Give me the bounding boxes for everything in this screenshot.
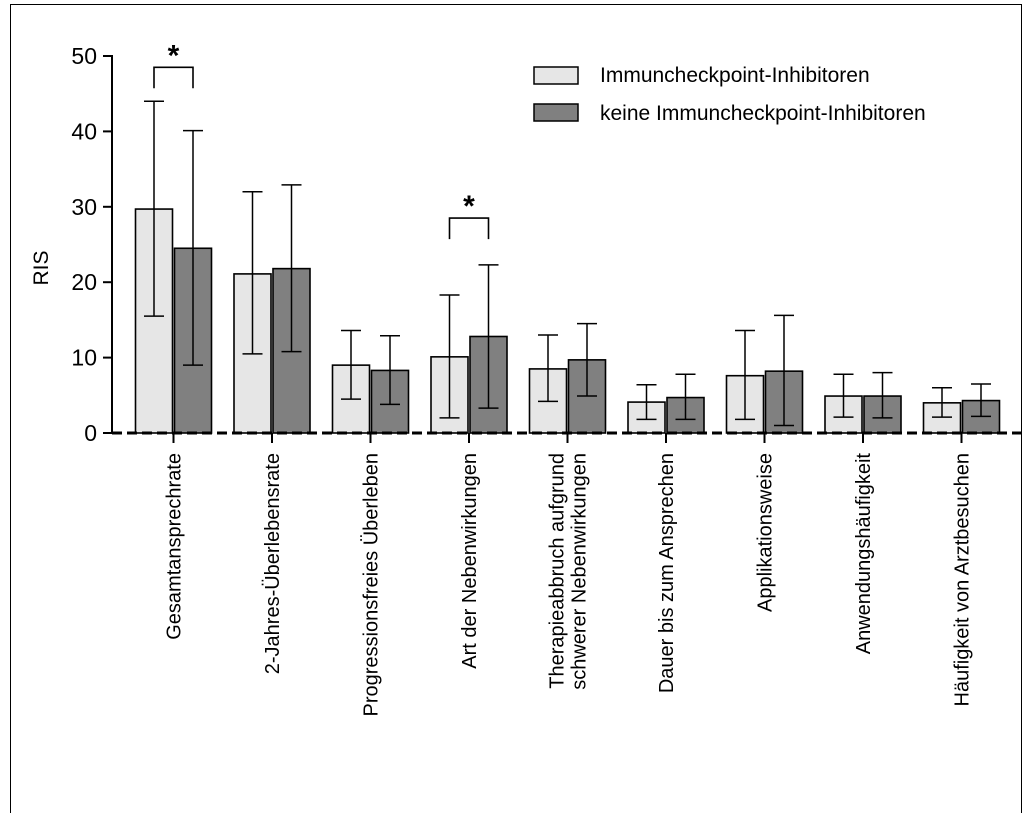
y-tick-label-2: 20	[71, 269, 97, 295]
x-tick-label-8-line-0: Häufigkeit von Arztbesuchen	[952, 453, 974, 707]
x-tick-label-4-line-1: schwerer Nebenwirkungen	[569, 453, 591, 690]
significance-marker-0: *	[168, 39, 180, 72]
x-tick-label-3: Art der Nebenwirkungen	[459, 453, 481, 669]
x-tick-label-6-line-0: Applikationsweise	[755, 453, 777, 612]
legend-swatch-keine-immuncheckpoint	[533, 103, 579, 122]
x-tick-label-2-line-0: Progressionsfreies Überleben	[361, 453, 383, 716]
x-tick-label-5: Dauer bis zum Ansprechen	[656, 453, 678, 693]
x-tick-label-0: Gesamtansprechrate	[164, 453, 186, 640]
x-tick-label-4-line-0: Therapieabbruch aufgrund	[547, 453, 569, 689]
x-tick-label-1-line-0: 2-Jahres-Überlebensrate	[262, 453, 284, 674]
x-tick-label-1: 2-Jahres-Überlebensrate	[262, 453, 284, 674]
x-tick-label-2: Progressionsfreies Überleben	[361, 453, 383, 716]
legend-swatch-immuncheckpoint	[533, 66, 579, 85]
y-tick-label-4: 40	[71, 118, 97, 144]
y-tick-label-3: 30	[71, 194, 97, 220]
y-axis-label: RIS	[30, 250, 53, 285]
x-tick-label-7: Anwendungshäufigkeit	[853, 453, 875, 655]
legend-label-immuncheckpoint: Immuncheckpoint-Inhibitoren	[600, 64, 870, 87]
x-tick-label-7-line-0: Anwendungshäufigkeit	[853, 453, 875, 655]
legend: Immuncheckpoint-Inhibitoren keine Immunc…	[533, 64, 926, 125]
x-tick-label-5-line-0: Dauer bis zum Ansprechen	[656, 453, 678, 693]
x-tick-label-4: Therapieabbruch aufgrund schwerer Nebenwi…	[547, 453, 591, 690]
significance-marker-1: *	[463, 190, 475, 223]
y-tick-label-5: 50	[71, 43, 97, 69]
x-tick-label-6: Applikationsweise	[755, 453, 777, 612]
x-tick-label-8: Häufigkeit von Arztbesuchen	[952, 453, 974, 707]
significance-bracket-0	[153, 66, 194, 89]
legend-label-keine-immuncheckpoint: keine Immuncheckpoint-Inhibitoren	[600, 102, 926, 125]
plot-area: 0 10 20 30 40 50 Gesamtansprechrate 2-Jahres-Üb…	[71, 39, 1022, 716]
y-tick-label-0: 0	[84, 420, 97, 446]
x-tick-label-3-line-0: Art der Nebenwirkungen	[459, 453, 481, 669]
y-tick-label-1: 10	[71, 345, 97, 371]
significance-bracket-1	[448, 217, 490, 240]
x-tick-label-0-line-0: Gesamtansprechrate	[164, 453, 186, 640]
